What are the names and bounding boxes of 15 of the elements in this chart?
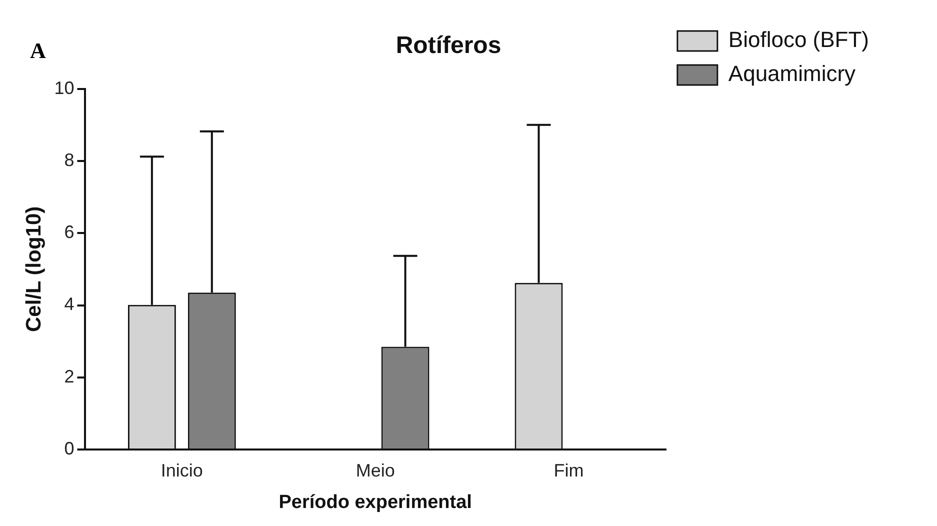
y-axis-title: Cel/L (log10) — [22, 206, 46, 332]
x-tick-label: Fim — [554, 460, 584, 480]
text: A — [30, 38, 46, 64]
x-axis-title: Período experimental — [278, 492, 472, 513]
y-tick-label: 10 — [54, 78, 74, 98]
y-tick-label: 8 — [64, 150, 74, 170]
y-tick-label: 6 — [64, 222, 74, 242]
legend-label: Aquamimicry — [728, 61, 856, 86]
chart-title: Rotíferos — [396, 32, 502, 60]
legend-label: Biofloco (BFT) — [728, 27, 870, 52]
x-tick-label: Meio — [356, 460, 395, 480]
x-tick-label: Inicio — [160, 460, 203, 480]
y-tick-label: 0 — [64, 438, 74, 459]
y-tick-label: 4 — [64, 294, 74, 314]
y-tick-label: 2 — [64, 366, 74, 386]
